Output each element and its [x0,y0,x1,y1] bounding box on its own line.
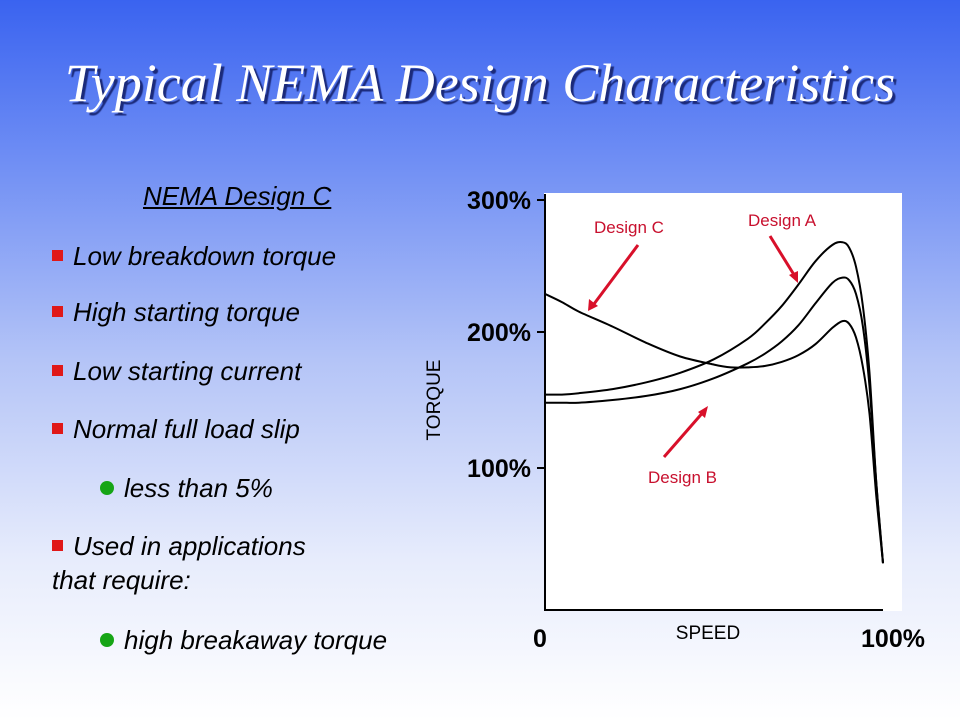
square-bullet-icon [52,365,63,376]
annotation-design-c: Design C [594,218,664,237]
bullet-text: High starting torque [73,297,300,327]
y-tick-label-300: 300% [467,187,531,215]
arrow-design-c [589,244,640,309]
square-bullet-icon [52,306,63,317]
sub-bullet-item: high breakaway torque [100,624,387,656]
torque-speed-chart: 100% 200% 300% 0 100% TORQUE SPEED Desig… [424,187,925,653]
bullet-text: less than 5% [124,473,273,503]
bullet-text: that require: [52,565,191,595]
arrow-design-b [662,409,707,458]
y-tick-label-200: 200% [467,319,531,347]
arrow-head-design-a [789,271,798,283]
arrow-head-design-b [698,406,708,418]
y-tick-label-100: 100% [467,455,531,483]
x-tick-label-100: 100% [861,625,925,653]
bullet-item: Normal full load slip [52,413,300,445]
bullet-continuation: that require: [52,564,191,596]
x-tick-label-0: 0 [533,625,547,653]
bullet-text: Low breakdown torque [73,241,337,271]
square-bullet-icon [52,540,63,551]
bullet-item: Low starting current [52,355,301,387]
annotation-design-a: Design A [748,211,817,230]
series-group [544,241,884,564]
section-heading: NEMA Design C [143,181,332,211]
sub-bullet-item: less than 5% [100,472,273,504]
x-axis-title: SPEED [676,623,740,644]
arrow-head-design-c [588,299,598,311]
round-bullet-icon [100,481,114,495]
y-axis-title: TORQUE [424,360,445,441]
bullet-text: Low starting current [73,356,302,386]
bullet-text: high breakaway torque [124,625,388,655]
arrow-design-a [768,235,798,279]
series-line-design-a [544,241,884,564]
square-bullet-icon [52,250,63,261]
series-line-design-b [544,276,884,564]
square-bullet-icon [52,423,63,434]
bullet-text: Normal full load slip [73,414,300,444]
bullet-item: High starting torque [52,296,300,328]
plot-background [544,193,902,611]
slide-title: Typical NEMA Design Characteristics [64,53,896,113]
bullet-item: Used in applications [52,530,306,562]
annotation-design-b: Design B [648,468,717,487]
bullet-item: Low breakdown torque [52,240,336,272]
round-bullet-icon [100,633,114,647]
series-line-design-c [544,293,884,564]
bullet-text: Used in applications [73,531,306,561]
